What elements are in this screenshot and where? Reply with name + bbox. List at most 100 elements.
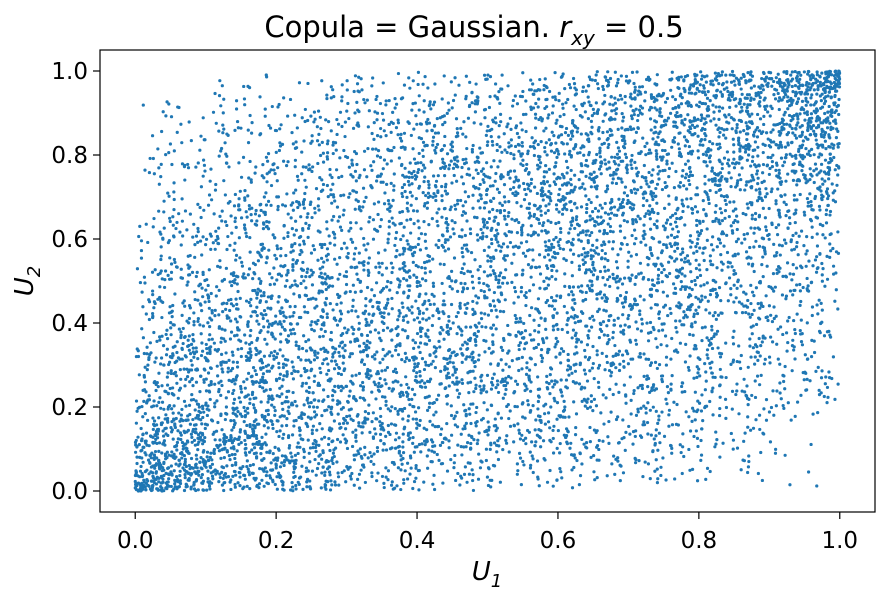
data-point [768, 361, 772, 365]
data-point [244, 231, 248, 235]
data-point [778, 362, 782, 366]
data-point [543, 240, 547, 244]
data-point [596, 366, 601, 370]
data-point [517, 431, 522, 435]
data-point [357, 90, 361, 94]
data-point [634, 191, 638, 195]
data-point [415, 364, 419, 368]
data-point [602, 308, 606, 312]
data-point [194, 234, 199, 238]
data-point [252, 396, 256, 400]
data-point [748, 344, 752, 348]
data-point [414, 476, 418, 480]
data-point [381, 328, 386, 332]
data-point [381, 347, 385, 352]
data-point [554, 161, 558, 165]
data-point [218, 79, 222, 83]
data-point [416, 361, 420, 366]
data-point [766, 137, 770, 141]
data-point [833, 299, 837, 303]
data-point [668, 111, 673, 115]
data-point [262, 484, 266, 488]
data-point [659, 374, 664, 378]
data-point [582, 145, 586, 149]
data-point [205, 455, 209, 459]
data-point [153, 466, 157, 470]
data-point [170, 315, 174, 319]
data-point [255, 314, 259, 318]
data-point [293, 279, 297, 283]
data-point [727, 93, 731, 97]
data-point [818, 222, 822, 226]
data-point [348, 340, 353, 344]
data-point [335, 262, 339, 266]
data-point [675, 225, 679, 229]
data-point [638, 261, 643, 265]
data-point [410, 194, 414, 198]
data-point [374, 97, 378, 102]
data-point [319, 271, 323, 275]
data-point [455, 376, 459, 380]
data-point [291, 258, 295, 262]
data-point [710, 336, 714, 341]
data-point [322, 435, 327, 439]
data-point [251, 423, 255, 427]
data-point [726, 260, 730, 264]
data-point [669, 311, 673, 315]
data-point [700, 393, 704, 397]
data-point [253, 369, 257, 373]
data-point [426, 179, 430, 184]
data-point [569, 168, 573, 173]
data-point [468, 227, 472, 231]
data-point [465, 219, 469, 223]
data-point [527, 377, 531, 381]
data-point [553, 251, 557, 256]
data-point [735, 214, 739, 218]
data-point [346, 101, 350, 106]
data-point [714, 204, 718, 208]
data-point [172, 190, 176, 194]
data-point [338, 272, 342, 276]
data-point [713, 210, 717, 214]
data-point [323, 329, 327, 334]
data-point [372, 121, 376, 125]
data-point [452, 461, 456, 465]
data-point [428, 270, 432, 274]
data-point [407, 183, 411, 187]
data-point [187, 334, 191, 338]
data-point [680, 202, 684, 206]
data-point [718, 367, 722, 372]
data-point [300, 384, 304, 388]
data-point [686, 205, 690, 209]
data-point [320, 79, 324, 83]
data-point [569, 183, 573, 187]
data-point [326, 151, 330, 155]
data-point [161, 434, 166, 438]
data-point [657, 414, 661, 418]
data-point [617, 149, 622, 153]
data-point [451, 166, 456, 170]
data-point [326, 442, 331, 447]
data-point [375, 449, 380, 453]
data-point [222, 179, 226, 183]
data-point [236, 126, 240, 130]
data-point [168, 142, 173, 146]
data-point [333, 480, 337, 484]
data-point [402, 268, 407, 273]
data-point [578, 186, 582, 190]
data-point [686, 113, 690, 117]
data-point [648, 408, 652, 412]
data-point [401, 234, 405, 238]
data-point [166, 273, 170, 277]
data-point [175, 130, 179, 134]
data-point [627, 325, 632, 329]
data-point [548, 468, 552, 473]
data-point [482, 73, 487, 77]
data-point [364, 297, 368, 301]
data-point [601, 393, 605, 397]
data-point [216, 264, 220, 268]
data-point [560, 476, 564, 480]
data-point [546, 283, 550, 287]
data-point [597, 447, 601, 452]
data-point [310, 134, 314, 138]
